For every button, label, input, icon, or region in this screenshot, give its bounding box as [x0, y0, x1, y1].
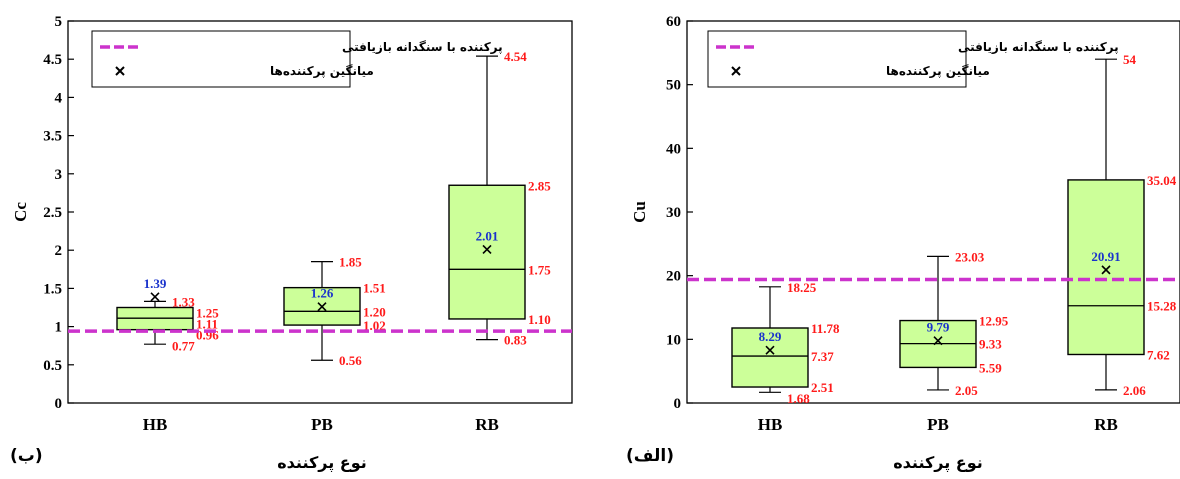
box-iqr — [1067, 179, 1145, 356]
box-rb: 20.91 54 35.04 15.28 7.62 2.06 — [1067, 52, 1177, 398]
box-hb: 1.391.331.251.110.960.77 — [116, 276, 219, 353]
q3-value-label: 12.95 — [979, 314, 1009, 329]
legend-reference-label: پرکننده با سنگدانه بازیافتی — [342, 40, 503, 54]
box-pb: 1.26 1.851.51 1.201.02 0.56 — [283, 255, 386, 368]
legend: پرکننده با سنگدانه بازیافتی میانگین پرکنن… — [707, 30, 1119, 88]
box-rb: 2.01 4.54 2.85 1.75 1.100.83 — [448, 49, 551, 348]
mean-value-label: 20.91 — [1091, 249, 1120, 264]
y-tick-label: 0 — [674, 396, 682, 412]
x-axis-title: نوع پرکننده — [893, 453, 983, 473]
legend: پرکننده با سنگدانه بازیافتی میانگین پرکنن… — [91, 30, 503, 88]
mean-marker — [765, 345, 775, 355]
median-value-label: 1.75 — [528, 262, 551, 277]
legend-mean-marker — [731, 66, 741, 76]
median-value-label: 1.20 — [363, 304, 386, 319]
panel-label: (الف) — [626, 446, 674, 466]
x-tick-label: HB — [143, 415, 168, 434]
y-tick-label: 60 — [666, 14, 681, 30]
x-tick-label: PB — [311, 415, 333, 434]
max-value-label: 4.54 — [504, 49, 527, 64]
min-value-label: 2.05 — [955, 383, 978, 398]
mean-marker — [150, 292, 160, 302]
panel-label: (ب) — [10, 446, 43, 466]
median-value-label: 9.33 — [979, 337, 1002, 352]
chart-panel-cu: 0 10 20 30 40 50 60 Cu 8.29 18.25 11.78 7.37 2.511.6… — [626, 14, 1180, 473]
y-axis-label: Cc — [11, 202, 30, 222]
box-pb: 9.79 23.03 12.95 9.33 5.592.05 — [899, 249, 1009, 398]
x-tick-label: HB — [758, 415, 783, 434]
q1-value-label: 2.51 — [811, 380, 834, 395]
q3-value-label: 2.85 — [528, 178, 551, 193]
mean-value-label: 2.01 — [476, 228, 499, 243]
legend-box — [91, 30, 351, 88]
median-value-label: 7.37 — [811, 349, 834, 364]
legend-mean-label: میانگین پرکننده‌ها — [886, 64, 990, 78]
median-value-label: 15.28 — [1147, 299, 1177, 314]
y-tick-label: 1 — [55, 320, 63, 336]
y-tick-label: 2.5 — [43, 205, 62, 221]
chart-panel-cc: 00.511.522.533.544.55Cc1.391.331.251.110… — [10, 14, 573, 473]
max-value-label: 1.33 — [172, 294, 195, 309]
mean-value-label: 1.26 — [311, 286, 334, 301]
x-axis-title: نوع پرکننده — [277, 453, 367, 473]
mean-marker — [1101, 265, 1111, 275]
box-iqr — [731, 327, 809, 388]
median-value-label: 1.11 — [196, 316, 218, 331]
y-tick-label: 0 — [55, 396, 63, 412]
box-iqr — [448, 184, 526, 320]
y-tick-label: 5 — [55, 14, 63, 30]
y-tick-label: 40 — [666, 141, 681, 157]
mean-marker — [317, 302, 327, 312]
q1-value-label: 7.62 — [1147, 347, 1170, 362]
min-value-label: 1.68 — [787, 391, 810, 406]
x-tick-label: RB — [475, 415, 499, 434]
min-value-label: 0.83 — [504, 333, 527, 348]
q1-value-label: 1.02 — [363, 318, 386, 333]
mean-value-label: 9.79 — [927, 320, 950, 335]
y-tick-label: 1.5 — [43, 281, 62, 297]
y-tick-label: 4.5 — [43, 52, 62, 68]
mean-value-label: 8.29 — [759, 329, 782, 344]
y-tick-label: 20 — [666, 269, 681, 285]
y-axis-label: Cu — [630, 201, 649, 223]
mean-value-label: 1.39 — [144, 276, 167, 291]
min-value-label: 0.56 — [339, 353, 362, 368]
legend-mean-label: میانگین پرکننده‌ها — [270, 64, 374, 78]
q3-value-label: 35.04 — [1147, 173, 1177, 188]
mean-marker — [482, 244, 492, 255]
box-hb: 8.29 18.25 11.78 7.37 2.511.68 — [731, 280, 840, 406]
legend-reference-label: پرکننده با سنگدانه بازیافتی — [958, 40, 1119, 54]
legend-mean-marker — [115, 66, 125, 76]
max-value-label: 18.25 — [787, 280, 817, 295]
max-value-label: 23.03 — [955, 249, 985, 264]
legend-box — [707, 30, 967, 88]
max-value-label: 1.85 — [339, 255, 362, 270]
q1-value-label: 5.59 — [979, 360, 1002, 375]
q3-value-label: 1.51 — [363, 281, 386, 296]
min-value-label: 0.77 — [172, 338, 195, 353]
q3-value-label: 1.25 — [196, 305, 219, 320]
y-tick-label: 0.5 — [43, 358, 62, 374]
q3-value-label: 11.78 — [811, 321, 840, 336]
min-value-label: 2.06 — [1123, 383, 1146, 398]
y-tick-label: 3 — [55, 167, 63, 183]
x-tick-label: RB — [1094, 415, 1118, 434]
x-tick-label: PB — [927, 415, 949, 434]
mean-marker — [933, 336, 943, 346]
y-tick-label: 3.5 — [43, 129, 62, 145]
y-tick-label: 30 — [666, 205, 681, 221]
q1-value-label: 1.10 — [528, 312, 551, 327]
y-tick-label: 2 — [55, 243, 63, 259]
max-value-label: 54 — [1123, 52, 1137, 67]
y-tick-label: 10 — [666, 332, 681, 348]
y-tick-label: 50 — [666, 78, 681, 94]
y-tick-label: 4 — [55, 90, 63, 106]
